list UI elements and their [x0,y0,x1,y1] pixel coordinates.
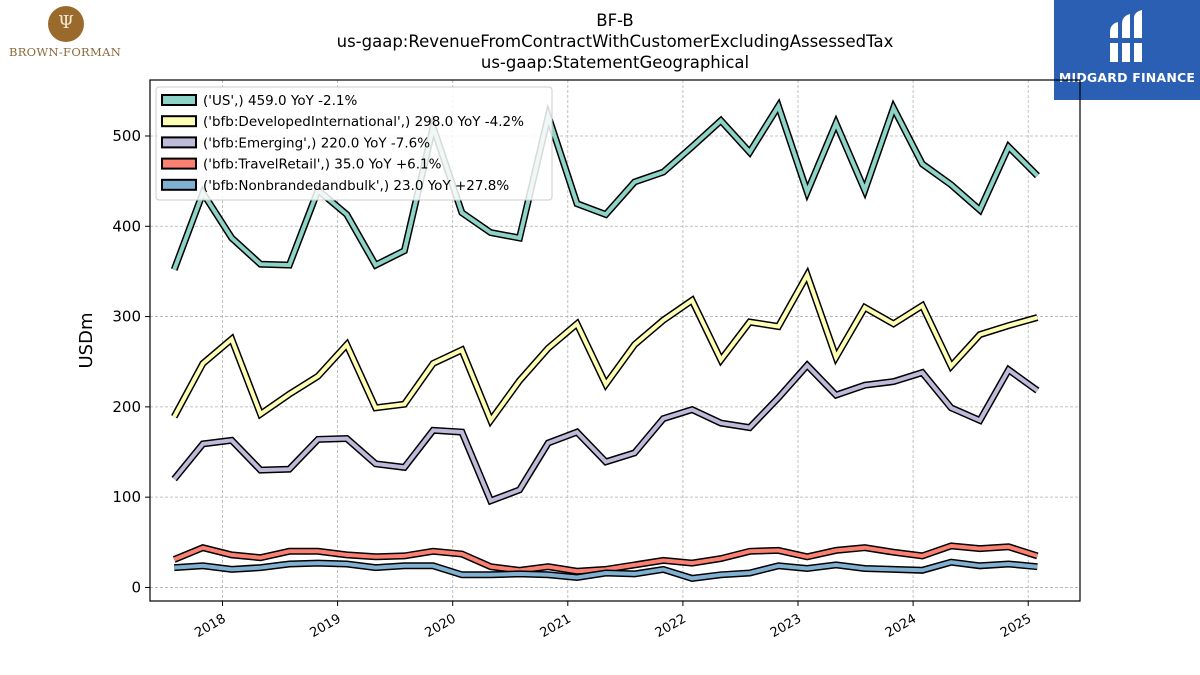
legend-entry: ('bfb:DevelopedInternational',) 298.0 Yo… [203,114,524,130]
y-tick-label: 300 [112,308,141,326]
company-seal-icon: Ψ [48,6,84,42]
series-3 [172,542,1039,575]
series-line [172,362,1039,504]
company-logo: Ψ BROWN-FORMAN [4,4,126,64]
company-wordmark: BROWN-FORMAN [8,45,122,59]
x-tick-label: 2025 [998,611,1034,641]
legend-entry: ('bfb:Emerging',) 220.0 YoY -7.6% [203,135,430,151]
series-line [173,543,1039,574]
chart-title-concept: us-gaap:RevenueFromContractWithCustomerE… [336,32,894,51]
publisher-wordmark: MIDGARD FINANCE [1058,70,1196,85]
x-tick-label: 2019 [307,611,343,641]
y-tick-label: 100 [112,488,141,506]
x-tick-label: 2022 [653,611,689,641]
chart-title-ticker: BF-B [596,11,634,30]
series-4 [173,558,1038,582]
plot-frame [149,79,1081,602]
y-axis-label: USDm [76,313,97,369]
series-lines [170,98,1040,582]
x-tick-label: 2023 [768,611,804,641]
publisher-logo: MIDGARD FINANCE [1054,0,1200,100]
series-1 [171,266,1039,428]
legend: ('US',) 459.0 YoY -2.1% ('bfb:DevelopedIn… [155,86,553,201]
series-line [172,270,1038,425]
legend-entry: ('bfb:TravelRetail',) 35.0 YoY +6.1% [203,157,442,173]
series-line-outline [171,266,1039,428]
legend-swatch [161,157,197,170]
x-tick-label: 2021 [538,611,574,641]
series-line [174,560,1038,581]
y-tick-label: 400 [112,217,141,235]
legend-box [155,86,553,201]
y-tick-label: 200 [112,398,141,416]
legend-swatch [161,136,197,149]
legend-entry: ('US',) 459.0 YoY -2.1% [203,93,358,109]
legend-entry: ('bfb:Nonbrandedandbulk',) 23.0 YoY +27.… [203,178,509,194]
x-tick-label: 2020 [423,611,459,641]
legend-swatch [161,115,197,128]
y-tick-label: 500 [112,127,141,145]
chart-title: BF-B us-gaap:RevenueFromContractWithCust… [0,10,1200,73]
legend-swatch [161,178,197,191]
x-tick-label: 2018 [192,611,228,641]
series-2 [171,360,1040,506]
chart-title-axis: us-gaap:StatementGeographical [480,53,750,72]
y-tick-label: 0 [131,578,141,596]
legend-swatch [161,94,197,106]
x-tick-label: 2024 [883,611,919,641]
publisher-mark-icon [1106,10,1148,62]
